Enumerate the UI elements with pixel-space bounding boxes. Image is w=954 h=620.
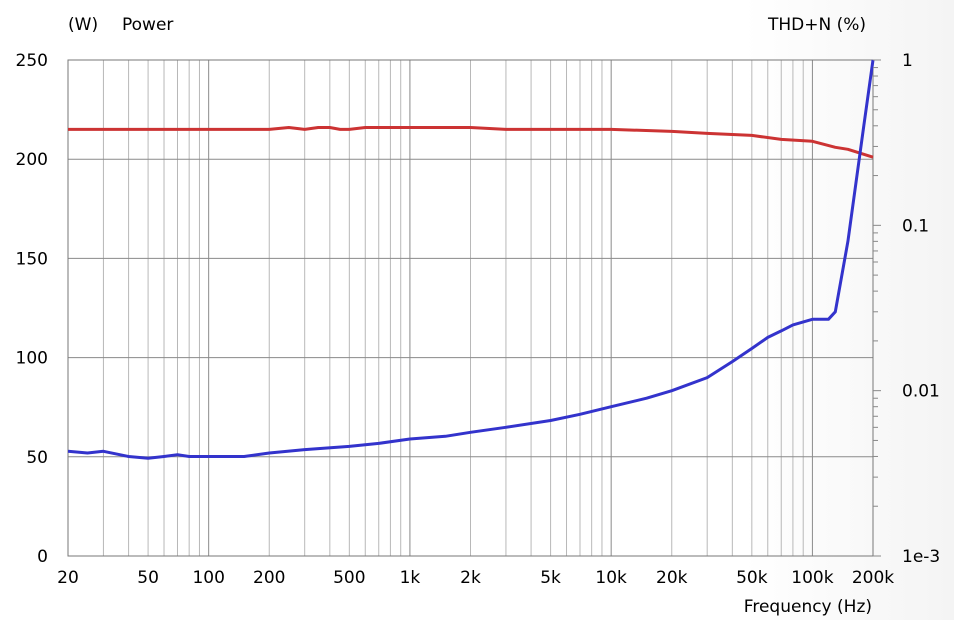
y-right-tick-label: 0.01 [902,382,940,402]
x-tick-label: 10k [595,568,627,588]
power-series-line [68,126,874,159]
x-tick-label: 500 [333,568,365,588]
y-left-tick-label: 100 [16,349,48,369]
x-tick-label: 20 [57,568,79,588]
chart-ticks: 20 50 100 200 500 1k 2k 5k 10k 20k 50k 100k 200k 0 50 1… [16,51,941,588]
x-tick-label: 5k [540,568,561,588]
plot-frame [67,59,874,557]
x-tick-label: 2k [460,568,481,588]
y-right-tick-label: 1e-3 [902,547,940,567]
x-tick-label: 20k [656,568,688,588]
y-left-tick-label: 150 [16,249,48,269]
y-left-tick-label: 50 [26,448,48,468]
x-tick-label: 200 [253,568,285,588]
x-axis-title: Frequency (Hz) [744,597,872,617]
thd-n-series-line [67,59,875,460]
right-axis-title: THD+N (%) [767,15,866,35]
y-left-tick-label: 250 [16,51,48,71]
x-tick-label: 200k [852,568,894,588]
x-tick-label: 50 [137,568,159,588]
y-right-tick-label: 0.1 [902,216,929,236]
x-tick-label: 100k [791,568,833,588]
y-right-tick-label: 1 [902,51,913,71]
left-axis-title: Power [122,15,173,35]
left-axis-unit: (W) [68,15,98,35]
x-tick-label: 100 [192,568,224,588]
x-tick-label: 1k [400,568,421,588]
y-left-tick-label: 0 [37,547,48,567]
chart-series [67,59,875,460]
y-left-tick-label: 200 [16,150,48,170]
x-tick-label: 50k [736,568,768,588]
